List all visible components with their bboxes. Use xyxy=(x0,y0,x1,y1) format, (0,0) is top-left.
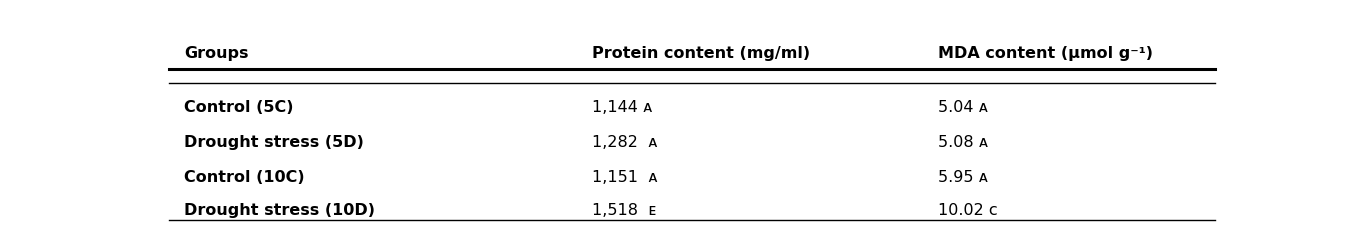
Text: Control (10C): Control (10C) xyxy=(185,170,305,185)
Text: 1,144 ᴀ: 1,144 ᴀ xyxy=(593,100,653,115)
Text: Protein content (mg/ml): Protein content (mg/ml) xyxy=(593,46,810,61)
Text: 5.08 ᴀ: 5.08 ᴀ xyxy=(938,135,988,150)
Text: 5.95 ᴀ: 5.95 ᴀ xyxy=(938,170,988,185)
Text: 1,518  ᴇ: 1,518 ᴇ xyxy=(593,203,656,218)
Text: Drought stress (10D): Drought stress (10D) xyxy=(185,203,375,218)
Text: 1,282  ᴀ: 1,282 ᴀ xyxy=(593,135,657,150)
Text: MDA content (μmol g⁻¹): MDA content (μmol g⁻¹) xyxy=(938,46,1153,61)
Text: 1,151  ᴀ: 1,151 ᴀ xyxy=(593,170,659,185)
Text: Groups: Groups xyxy=(185,46,248,61)
Text: 5.04 ᴀ: 5.04 ᴀ xyxy=(938,100,988,115)
Text: 10.02 ᴄ: 10.02 ᴄ xyxy=(938,203,998,218)
Text: Control (5C): Control (5C) xyxy=(185,100,294,115)
Text: Drought stress (5D): Drought stress (5D) xyxy=(185,135,364,150)
